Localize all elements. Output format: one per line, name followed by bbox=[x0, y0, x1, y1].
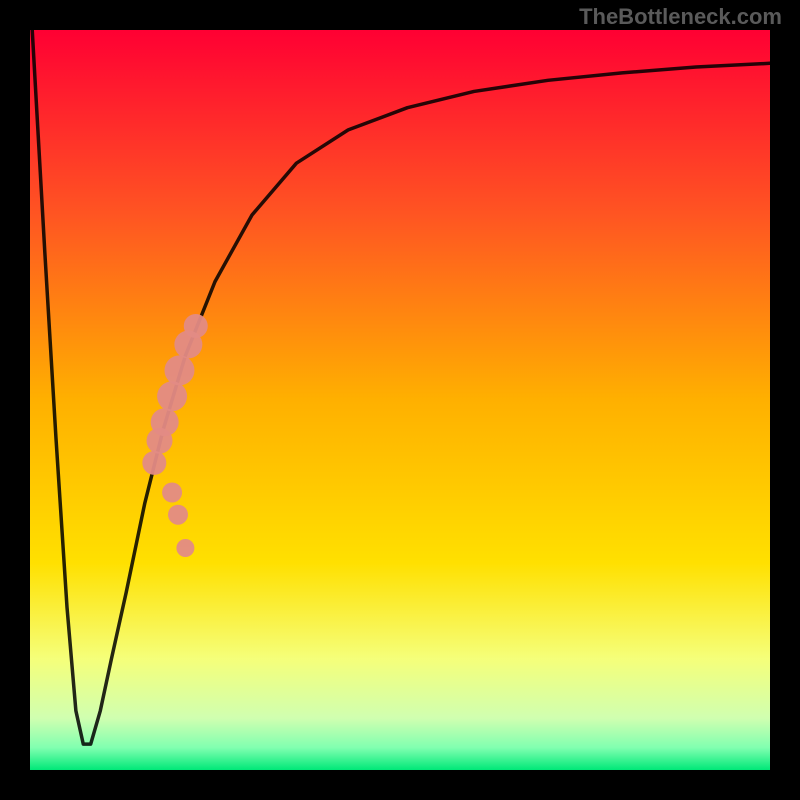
data-marker bbox=[164, 355, 194, 385]
data-marker bbox=[142, 451, 166, 475]
gradient-background bbox=[30, 30, 770, 770]
watermark-text: TheBottleneck.com bbox=[579, 4, 782, 30]
chart-svg bbox=[30, 30, 770, 770]
data-marker bbox=[176, 539, 194, 557]
data-marker bbox=[168, 505, 188, 525]
data-marker bbox=[151, 408, 179, 436]
data-marker bbox=[184, 314, 208, 338]
data-marker bbox=[157, 381, 187, 411]
chart-container: TheBottleneck.com bbox=[0, 0, 800, 800]
data-marker bbox=[162, 483, 182, 503]
